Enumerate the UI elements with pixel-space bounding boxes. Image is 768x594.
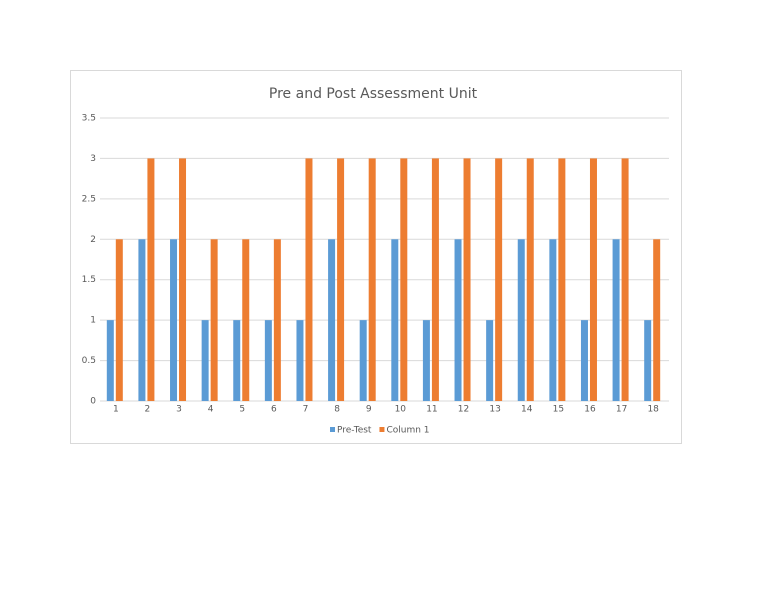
bar	[621, 158, 629, 401]
bar	[179, 158, 187, 401]
y-tick-label: 2	[90, 235, 96, 245]
bar	[644, 320, 652, 401]
y-tick-label: 2.5	[82, 194, 96, 204]
legend-label: Pre-Test	[337, 426, 372, 436]
bar	[170, 239, 178, 401]
bar	[359, 320, 367, 401]
x-tick-label: 18	[647, 405, 659, 415]
x-tick-label: 15	[553, 405, 564, 415]
bar	[337, 158, 345, 401]
x-tick-label: 3	[176, 405, 182, 415]
bar	[589, 158, 597, 401]
x-tick-label: 12	[458, 405, 469, 415]
bar	[400, 158, 408, 401]
bar	[549, 239, 557, 401]
chart-frame	[70, 70, 682, 444]
legend-label: Column 1	[386, 426, 429, 436]
bar	[296, 320, 304, 401]
bar	[391, 239, 399, 401]
bar	[138, 239, 146, 401]
bar	[115, 239, 123, 401]
bar	[106, 320, 114, 401]
bar	[517, 239, 525, 401]
bar	[422, 320, 430, 401]
bar	[201, 320, 209, 401]
x-tick-label: 8	[334, 405, 340, 415]
bar	[233, 320, 241, 401]
bar	[653, 239, 661, 401]
x-tick-label: 2	[145, 405, 151, 415]
y-tick-label: 1.5	[82, 275, 96, 285]
bar	[368, 158, 376, 401]
x-tick-label: 9	[366, 405, 372, 415]
legend-swatch	[379, 427, 385, 432]
bar	[463, 158, 471, 401]
x-tick-label: 10	[395, 405, 407, 415]
x-tick-label: 17	[616, 405, 627, 415]
bar	[264, 320, 272, 401]
y-tick-label: 1	[90, 316, 96, 326]
x-tick-label: 13	[489, 405, 500, 415]
bar	[495, 158, 503, 401]
bar	[242, 239, 250, 401]
x-tick-label: 1	[113, 405, 119, 415]
bar	[486, 320, 494, 401]
bar	[526, 158, 534, 401]
x-tick-label: 5	[239, 405, 245, 415]
bar	[305, 158, 313, 401]
x-tick-label: 14	[521, 405, 533, 415]
bar	[558, 158, 566, 401]
legend-swatch	[330, 427, 335, 432]
bar	[328, 239, 336, 401]
bar	[147, 158, 155, 401]
bar	[431, 158, 439, 401]
y-tick-label: 3	[90, 154, 96, 164]
y-tick-label: 0.5	[82, 356, 96, 366]
chart-title: Pre and Post Assessment Unit	[269, 86, 478, 102]
y-tick-label: 3.5	[82, 114, 96, 124]
x-tick-label: 7	[303, 405, 309, 415]
bar	[454, 239, 462, 401]
bar	[580, 320, 588, 401]
x-tick-label: 6	[271, 405, 277, 415]
x-tick-label: 16	[584, 405, 596, 415]
x-tick-label: 4	[208, 405, 214, 415]
bar	[210, 239, 218, 401]
bar	[612, 239, 620, 401]
bar	[273, 239, 281, 401]
y-tick-label: 0	[90, 397, 96, 407]
x-tick-label: 11	[426, 405, 437, 415]
